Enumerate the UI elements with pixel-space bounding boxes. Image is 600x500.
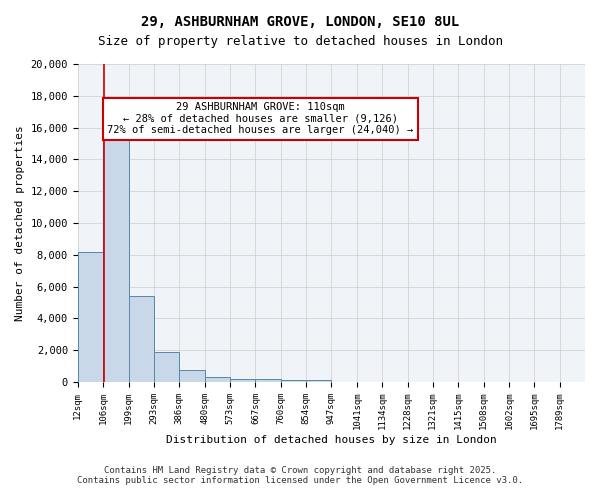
Bar [103, 116, 128, 382]
Bar [205, 377, 230, 382]
Bar [179, 370, 205, 382]
Bar [281, 380, 306, 382]
Text: 29, ASHBURNHAM GROVE, LONDON, SE10 8UL: 29, ASHBURNHAM GROVE, LONDON, SE10 8UL [141, 15, 459, 29]
Bar [128, 296, 154, 382]
Bar [230, 378, 256, 382]
Text: Contains HM Land Registry data © Crown copyright and database right 2025.
Contai: Contains HM Land Registry data © Crown c… [77, 466, 523, 485]
Text: Size of property relative to detached houses in London: Size of property relative to detached ho… [97, 35, 503, 48]
Bar [154, 352, 179, 382]
Bar [306, 380, 331, 382]
Text: 29 ASHBURNHAM GROVE: 110sqm
← 28% of detached houses are smaller (9,126)
72% of : 29 ASHBURNHAM GROVE: 110sqm ← 28% of det… [107, 102, 413, 136]
X-axis label: Distribution of detached houses by size in London: Distribution of detached houses by size … [166, 435, 497, 445]
Y-axis label: Number of detached properties: Number of detached properties [15, 125, 25, 321]
Bar [256, 380, 281, 382]
Bar [78, 252, 103, 382]
